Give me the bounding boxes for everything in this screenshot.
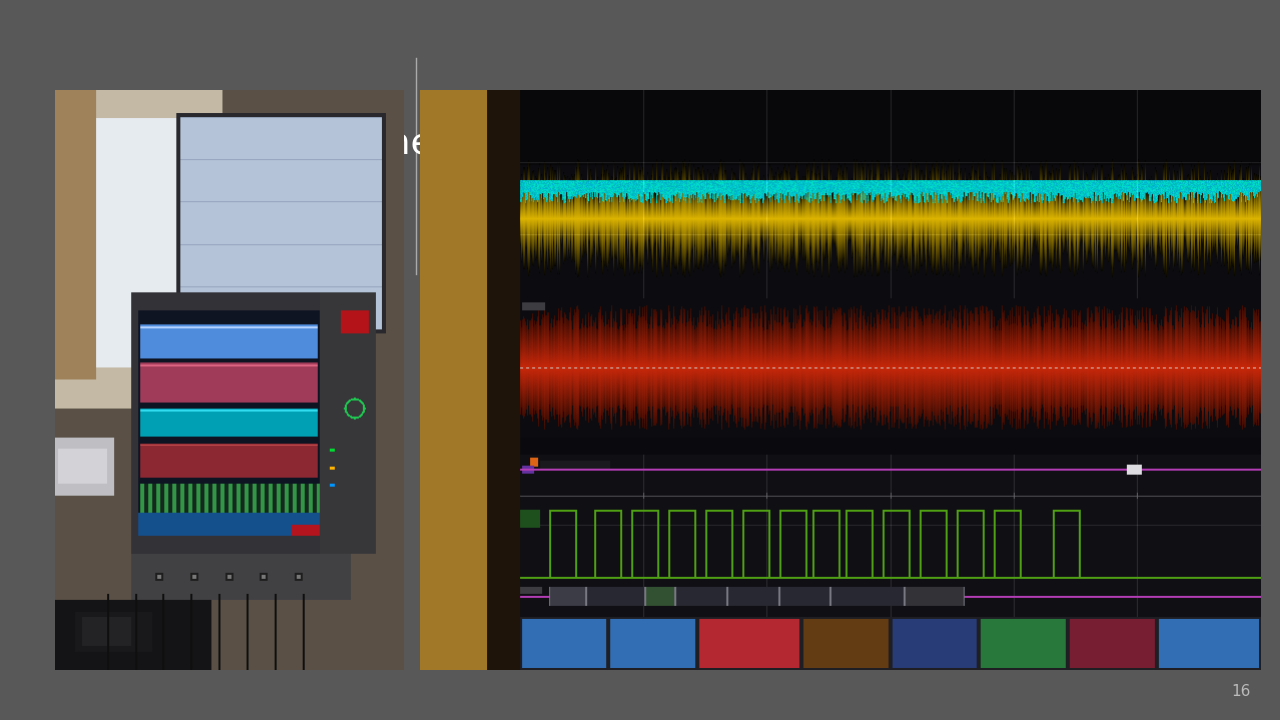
- Text: 16: 16: [1231, 684, 1251, 698]
- Text: LATENCY MEASUREMENT: CAN TO AUTOMOTIVE ETHERNET: LATENCY MEASUREMENT: CAN TO AUTOMOTIVE E…: [467, 112, 942, 126]
- Text: Latency measurement: Latency measurement: [64, 127, 470, 161]
